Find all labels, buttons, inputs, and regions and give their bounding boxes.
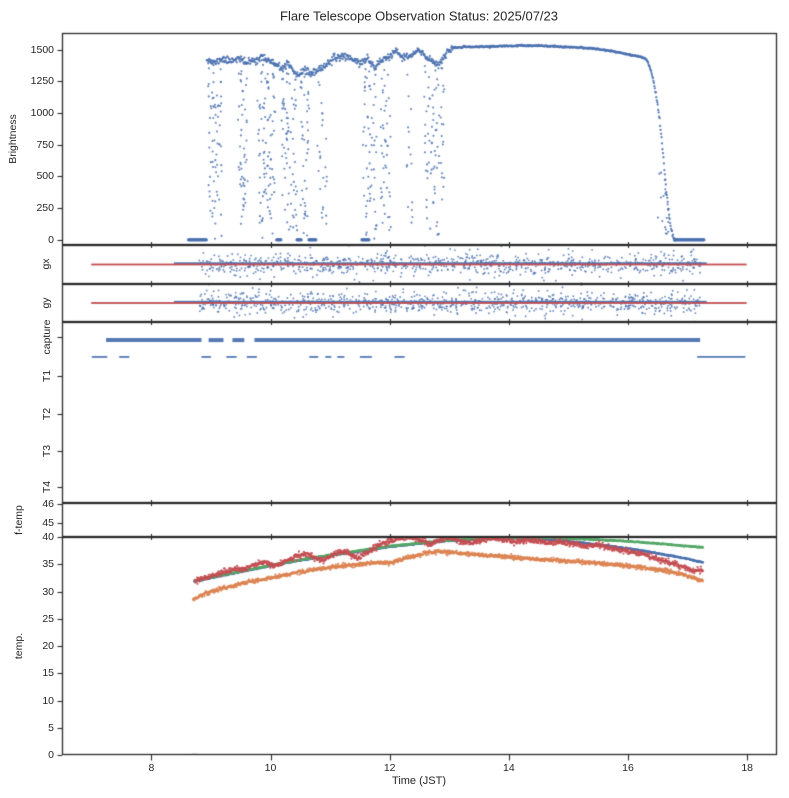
y-tick-label-temp: 20 bbox=[42, 640, 54, 652]
y-tick-label-brightness: 1000 bbox=[30, 107, 54, 119]
y-tick-label-temp: 10 bbox=[42, 694, 54, 707]
y-tick-label-capture: T4 bbox=[41, 480, 53, 493]
y-tick-label-capture: T1 bbox=[41, 370, 53, 383]
y-axis-label-gx: gx bbox=[40, 258, 52, 270]
y-tick-label-temp: 40 bbox=[42, 531, 54, 543]
y-tick-label-brightness: 250 bbox=[36, 202, 54, 215]
y-tick-label-ftemp: 46 bbox=[42, 497, 54, 510]
y-tick-label-capture: capture bbox=[41, 319, 53, 355]
y-tick-label-brightness: 500 bbox=[36, 170, 54, 183]
y-tick-label-temp: 5 bbox=[48, 721, 54, 734]
x-tick-label: 16 bbox=[622, 762, 634, 774]
y-tick-label-capture: T3 bbox=[41, 445, 53, 458]
y-tick-label-temp: 25 bbox=[42, 612, 54, 625]
y-tick-label-capture: T2 bbox=[41, 408, 53, 421]
x-tick-label: 10 bbox=[264, 762, 277, 774]
x-tick-label: 14 bbox=[503, 762, 515, 774]
y-tick-label-temp: 0 bbox=[48, 749, 54, 761]
x-tick-label: 8 bbox=[148, 762, 155, 774]
figure-title: Flare Telescope Observation Status: 2025… bbox=[280, 8, 558, 24]
y-tick-label-temp: 30 bbox=[42, 585, 54, 598]
x-axis-label: Time (JST) bbox=[392, 775, 446, 787]
y-tick-label-temp: 15 bbox=[42, 667, 54, 680]
y-tick-label-ftemp: 45 bbox=[42, 517, 54, 530]
y-tick-label-brightness: 750 bbox=[36, 138, 54, 151]
y-tick-label-brightness: 1500 bbox=[30, 43, 54, 56]
y-tick-label-brightness: 0 bbox=[48, 233, 54, 246]
x-tick-label: 18 bbox=[741, 762, 754, 774]
y-tick-label-brightness: 1250 bbox=[30, 75, 54, 88]
y-axis-label-gy: gy bbox=[40, 297, 52, 309]
y-tick-label-temp: 35 bbox=[42, 558, 54, 571]
x-tick-label: 12 bbox=[383, 762, 396, 774]
